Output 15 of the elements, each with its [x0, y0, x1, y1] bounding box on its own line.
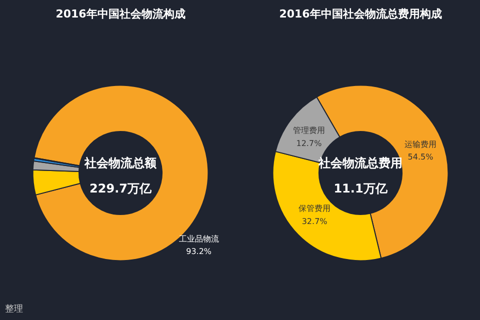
data-label: 54.5%	[408, 152, 434, 162]
text: 整理	[5, 303, 24, 314]
data-label: 12.7%	[296, 138, 322, 148]
slice-label: 运输费用	[404, 140, 436, 150]
text: 社会物流总额	[84, 156, 158, 170]
chart-title: 2016年中国社会物流构成	[56, 8, 186, 20]
text: 社会物流总费用	[318, 156, 402, 170]
text: 229.7万亿	[90, 181, 152, 196]
slice-label: 保管费用	[298, 204, 331, 214]
data-label: 32.7%	[302, 216, 328, 226]
slice-label: 工业品物流	[178, 234, 219, 244]
chart-title: 2016年中国社会物流总费用构成	[279, 8, 442, 20]
text: 11.1万亿	[334, 181, 388, 196]
slice-label: 管理费用	[292, 126, 325, 136]
data-label: 93.2%	[186, 247, 212, 256]
